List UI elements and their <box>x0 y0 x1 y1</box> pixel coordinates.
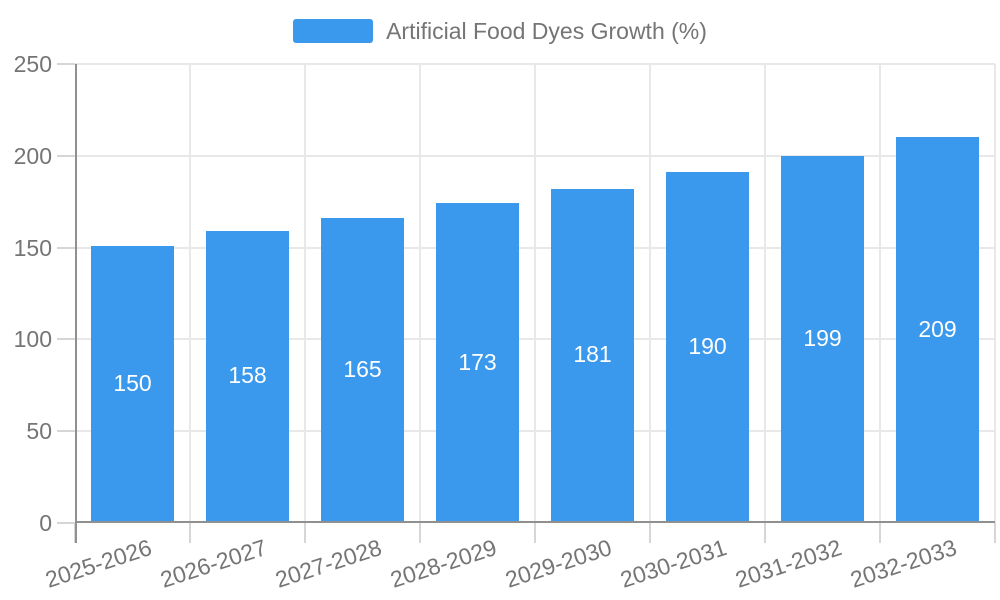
x-axis-line <box>75 521 995 523</box>
x-axis-tick <box>649 523 651 543</box>
y-axis-tick <box>57 522 75 524</box>
gridline-vertical <box>189 64 191 523</box>
gridline-vertical <box>764 64 766 523</box>
gridline-vertical <box>534 64 536 523</box>
x-axis-tick <box>534 523 536 543</box>
gridline-vertical <box>304 64 306 523</box>
plot-area: 150 158 165 173 181 190 199 209 <box>57 63 996 543</box>
x-axis-tick <box>764 523 766 543</box>
legend-label: Artificial Food Dyes Growth (%) <box>386 17 707 44</box>
bar[interactable]: 158 <box>206 230 289 521</box>
x-axis-tick <box>994 523 996 543</box>
bar[interactable]: 181 <box>551 188 634 521</box>
bar-value-label: 209 <box>918 315 957 342</box>
x-axis-tick <box>189 523 191 543</box>
gridline-vertical <box>419 64 421 523</box>
y-axis-tick-label: 200 <box>13 142 52 169</box>
bar[interactable]: 190 <box>666 172 749 521</box>
bar-value-label: 199 <box>803 324 842 351</box>
legend-swatch <box>293 19 374 43</box>
x-axis-tick-label: 2029-2030 <box>501 534 615 593</box>
x-axis-tick <box>419 523 421 543</box>
bar[interactable]: 209 <box>896 137 979 521</box>
bar-value-label: 158 <box>228 362 267 389</box>
y-axis-tick-label: 150 <box>13 234 52 261</box>
bar[interactable]: 165 <box>321 218 404 521</box>
bar[interactable]: 173 <box>436 203 519 521</box>
gridline-vertical <box>649 64 651 523</box>
y-axis-tick <box>57 338 75 341</box>
x-axis-tick <box>304 523 306 543</box>
x-axis-tick <box>879 523 881 543</box>
y-axis-tick <box>57 246 75 249</box>
legend-item[interactable]: Artificial Food Dyes Growth (%) <box>0 7 1000 55</box>
y-axis-tick <box>57 430 75 433</box>
y-axis-line <box>75 64 77 543</box>
y-axis-tick <box>57 154 75 157</box>
bar-value-label: 173 <box>458 348 497 375</box>
y-axis-tick-label: 50 <box>26 418 52 445</box>
y-axis-tick <box>57 63 75 65</box>
bar-value-label: 150 <box>113 369 152 396</box>
x-axis-tick-label: 2026-2027 <box>156 534 270 593</box>
x-axis-tick-label: 2030-2031 <box>616 534 730 593</box>
bar-value-label: 165 <box>343 356 382 383</box>
gridline-vertical <box>994 64 996 523</box>
x-axis-tick-label: 2028-2029 <box>386 534 500 593</box>
x-axis-tick-label: 2032-2033 <box>846 534 960 593</box>
x-axis-tick-label: 2025-2026 <box>41 534 155 593</box>
bar-value-label: 181 <box>573 341 612 368</box>
x-axis-tick-label: 2031-2032 <box>731 534 845 593</box>
gridline-vertical <box>879 64 881 523</box>
y-axis-tick-label: 0 <box>39 510 52 536</box>
y-axis-tick-label: 250 <box>13 51 52 77</box>
bar[interactable]: 150 <box>91 245 174 521</box>
y-axis-tick-label: 100 <box>13 326 52 353</box>
x-axis-tick-label: 2027-2028 <box>271 534 385 593</box>
bar[interactable]: 199 <box>781 155 864 521</box>
bar-value-label: 190 <box>688 333 727 360</box>
